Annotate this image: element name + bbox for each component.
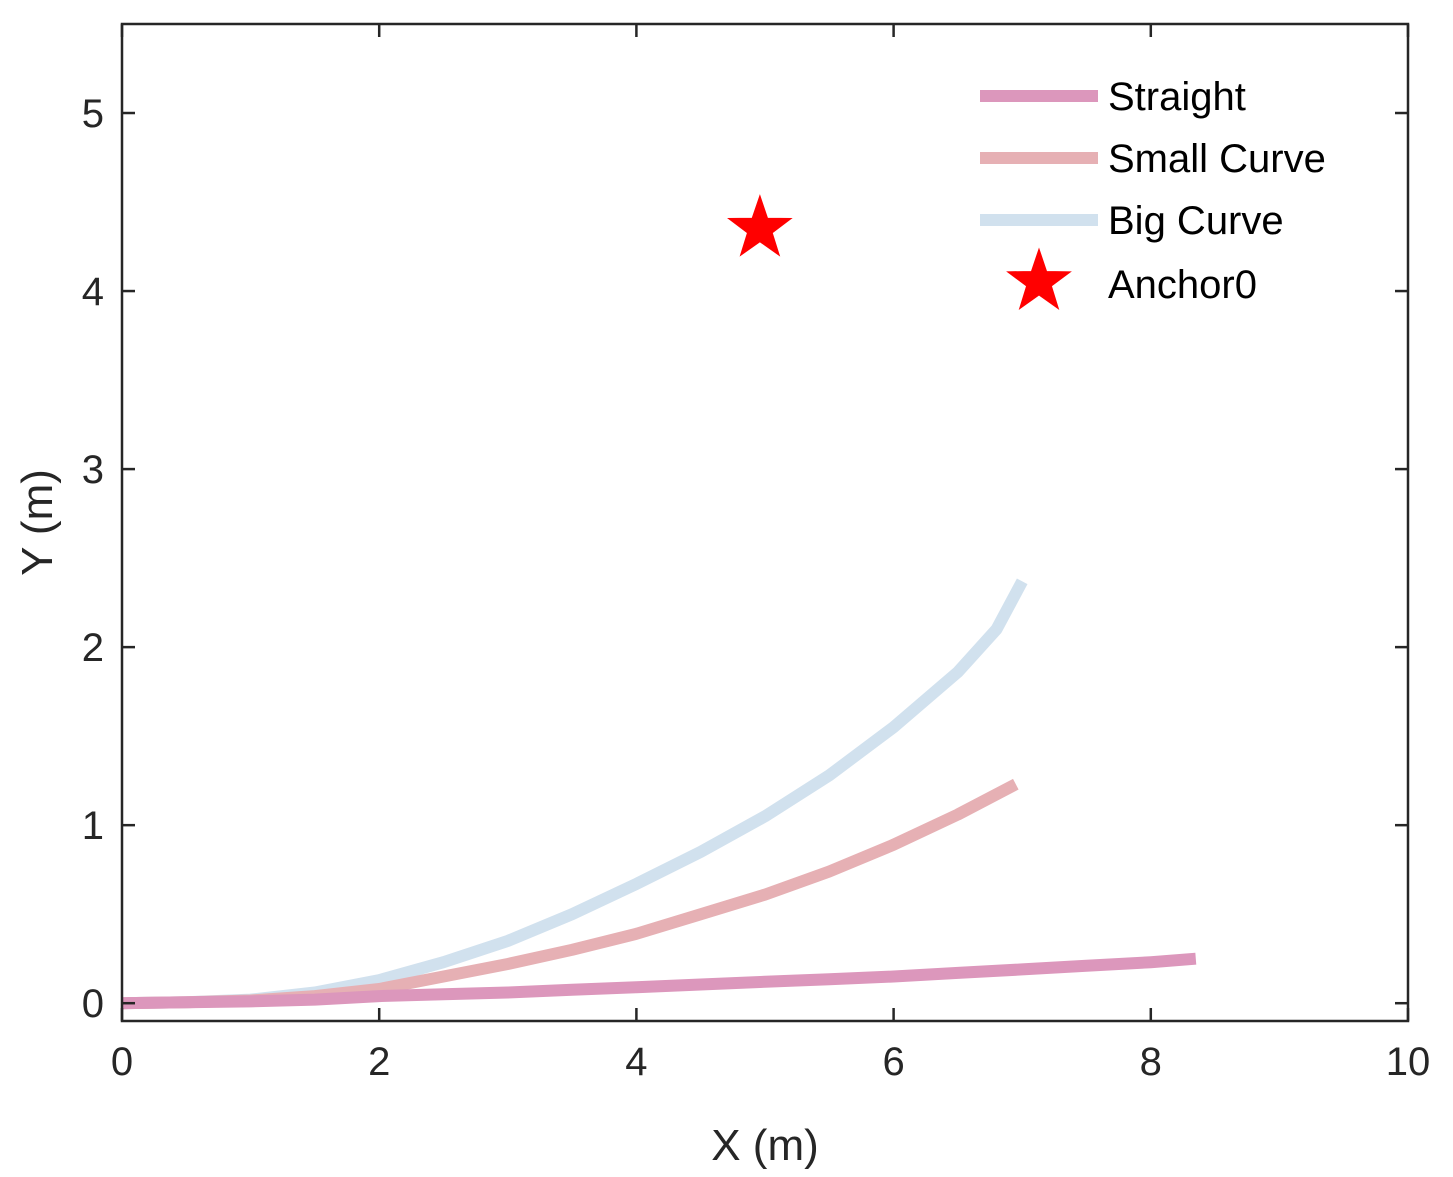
x-tick-label: 4: [625, 1040, 647, 1084]
series-line-straight: [121, 952, 1197, 1010]
legend-label: Anchor0: [1108, 263, 1257, 307]
ticks-group: [120, 24, 1410, 1021]
y-tick-label: 2: [82, 626, 104, 670]
legend-star-icon: [1006, 247, 1072, 310]
plot-markers-group: [727, 194, 793, 257]
x-axis-label: X (m): [711, 1121, 819, 1170]
series-line-big-curve: [121, 578, 1028, 1010]
x-tick-label: 0: [111, 1040, 133, 1084]
legend-item-big-curve: Big Curve: [980, 199, 1284, 243]
legend-item-anchor0: Anchor0: [1006, 247, 1257, 310]
x-tick-label: 10: [1386, 1040, 1431, 1084]
legend-label: Small Curve: [1108, 137, 1326, 181]
anchor0-star-marker: [727, 194, 793, 257]
x-tick-label: 6: [882, 1040, 904, 1084]
legend: Straight Small Curve Big Curve Anchor0: [980, 75, 1326, 310]
x-tick-label: 8: [1140, 1040, 1162, 1084]
y-axis-label: Y (m): [13, 469, 62, 576]
plot-series-group: [121, 578, 1197, 1010]
tick-labels-group: 0 2 4 6 8 10 0 1 2 3 4 5: [82, 92, 1431, 1084]
y-tick-label: 0: [82, 982, 104, 1026]
legend-label: Straight: [1108, 75, 1246, 119]
legend-item-straight: Straight: [980, 75, 1246, 119]
y-tick-label: 5: [82, 92, 104, 136]
legend-label: Big Curve: [1108, 199, 1284, 243]
y-tick-label: 4: [82, 270, 104, 314]
series-line-small-curve: [121, 778, 1019, 1010]
y-tick-label: 1: [82, 804, 104, 848]
legend-item-small-curve: Small Curve: [980, 137, 1326, 181]
axes-box: [120, 22, 1410, 1023]
x-tick-label: 2: [368, 1040, 390, 1084]
y-tick-label: 3: [82, 448, 104, 492]
